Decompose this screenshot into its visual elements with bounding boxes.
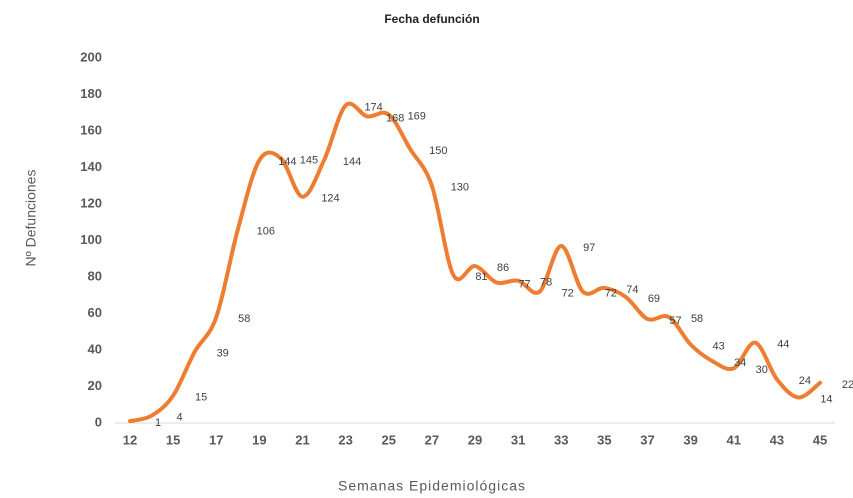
data-label: 22 [842, 379, 853, 391]
y-tick-label: 80 [88, 268, 102, 283]
y-tick-label: 200 [80, 49, 102, 64]
data-label: 130 [451, 182, 469, 194]
data-label: 81 [475, 271, 487, 283]
data-label: 57 [669, 315, 681, 327]
data-label: 58 [238, 313, 250, 325]
x-tick-label: 45 [813, 432, 827, 447]
data-label: 106 [257, 225, 275, 237]
data-label: 144 [343, 156, 361, 168]
y-tick-label: 180 [80, 86, 102, 101]
line [128, 101, 822, 424]
data-label: 43 [713, 340, 725, 352]
data-label: 4 [177, 412, 183, 424]
data-label: 1 [155, 417, 161, 429]
x-tick-label: 23 [338, 432, 352, 447]
data-label: 72 [562, 288, 574, 300]
x-tick-label: 33 [554, 432, 568, 447]
y-axis-label: Nº Defunciones [23, 170, 39, 267]
data-label: 44 [777, 339, 789, 351]
x-tick-label: 39 [683, 432, 697, 447]
data-label: 15 [195, 392, 207, 404]
y-tick-label: 160 [80, 122, 102, 137]
x-tick-label: 21 [295, 432, 309, 447]
data-label: 144 [278, 156, 296, 168]
data-label: 39 [217, 348, 229, 360]
y-tick-label: 0 [95, 414, 102, 429]
x-tick-label: 29 [468, 432, 482, 447]
y-tick-label: 140 [80, 159, 102, 174]
x-tick-label: 19 [252, 432, 266, 447]
data-label: 74 [626, 284, 638, 296]
x-tick-label: 17 [209, 432, 223, 447]
x-tick-label: 35 [597, 432, 611, 447]
chart-title: Fecha defunción [384, 12, 479, 26]
x-tick-label: 12 [123, 432, 137, 447]
y-tick-label: 20 [88, 378, 102, 393]
data-label: 78 [540, 277, 552, 289]
x-tick-label: 25 [382, 432, 396, 447]
x-axis-label: Semanas Epidemiológicas [338, 478, 526, 494]
x-tick-label: 41 [727, 432, 741, 447]
x-tick-label: 37 [640, 432, 654, 447]
data-label: 77 [518, 278, 530, 290]
data-label: 30 [756, 364, 768, 376]
data-label: 34 [734, 357, 746, 369]
data-label: 72 [605, 288, 617, 300]
data-label: 97 [583, 242, 595, 254]
y-tick-label: 120 [80, 195, 102, 210]
data-label: 58 [691, 313, 703, 325]
x-tick-label: 15 [166, 432, 180, 447]
data-label: 150 [429, 145, 447, 157]
data-label: 145 [300, 154, 318, 166]
data-label: 14 [820, 393, 832, 405]
y-tick-label: 60 [88, 305, 102, 320]
data-label: 24 [799, 375, 811, 387]
x-tick-label: 43 [770, 432, 784, 447]
y-tick-label: 100 [80, 232, 102, 247]
y-tick-label: 40 [88, 341, 102, 356]
x-tick-label: 27 [425, 432, 439, 447]
data-label: 169 [408, 110, 426, 122]
data-label: 86 [497, 262, 509, 274]
data-label: 174 [364, 101, 382, 113]
data-label: 168 [386, 112, 404, 124]
data-label: 69 [648, 293, 660, 305]
x-tick-label: 31 [511, 432, 525, 447]
data-label: 124 [321, 193, 339, 205]
